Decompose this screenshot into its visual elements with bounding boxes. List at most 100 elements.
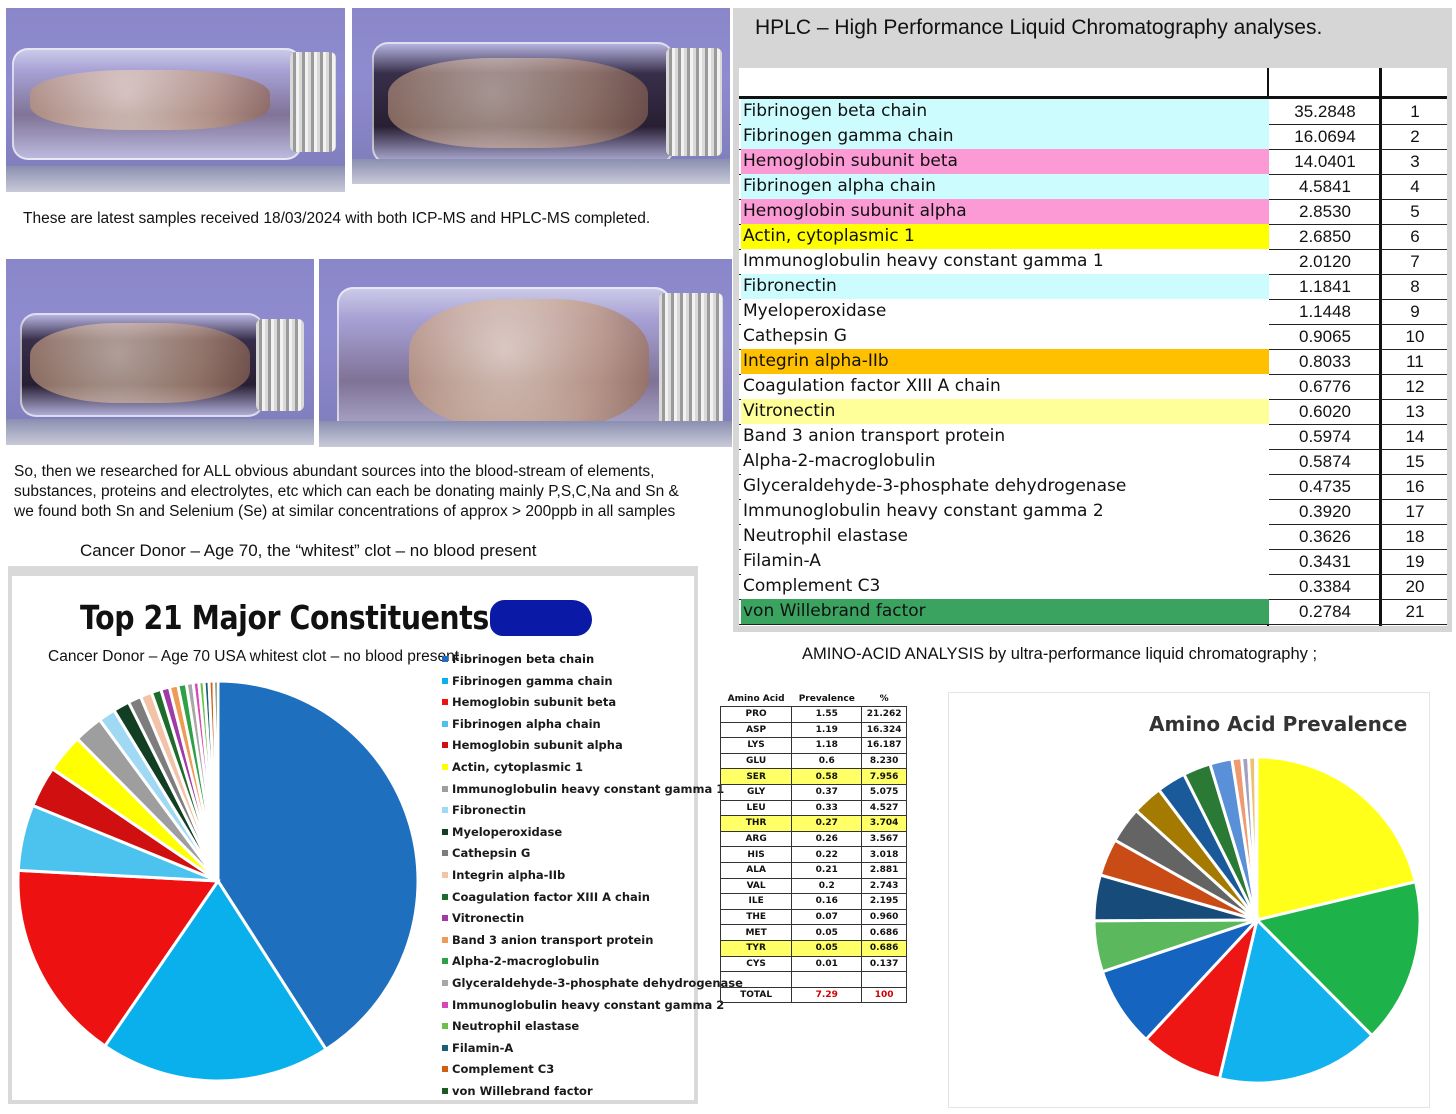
amino-acid-row: SER 0.58 7.956 bbox=[719, 768, 907, 785]
amino-acid-name: LYS bbox=[719, 737, 793, 754]
amino-acid-total-prevalence: 7.29 bbox=[791, 986, 863, 1004]
hplc-panel: HPLC – High Performance Liquid Chromatog… bbox=[733, 8, 1452, 632]
legend-item: Fibrinogen gamma chain bbox=[442, 674, 613, 692]
hplc-protein-name: Cathepsin G bbox=[741, 324, 1269, 349]
amino-acid-row: MET 0.05 0.686 bbox=[719, 924, 907, 941]
legend-label: Glyceraldehyde-3-phosphate dehydrogenase bbox=[452, 976, 743, 990]
hplc-protein-name: Immunoglobulin heavy constant gamma 2 bbox=[741, 499, 1269, 524]
amino-acid-name: ILE bbox=[719, 893, 793, 910]
legend-item: Band 3 anion transport protein bbox=[442, 933, 653, 951]
amino-acid-prevalence: 0.07 bbox=[791, 908, 863, 926]
constituents-chart-canvas: Top 21 Major Constituents Cancer Donor –… bbox=[12, 576, 743, 1100]
amino-acid-name: HIS bbox=[719, 846, 793, 863]
amino-acid-percent: 7.956 bbox=[861, 768, 907, 785]
amino-acid-percent: 0.137 bbox=[861, 955, 907, 973]
hplc-row: von Willebrand factor 0.2784 21 bbox=[739, 599, 1447, 625]
amino-acid-name: ASP bbox=[719, 721, 793, 739]
legend-swatch bbox=[442, 785, 448, 792]
legend-label: Fibrinogen beta chain bbox=[452, 652, 595, 666]
hplc-protein-name: Fibrinogen beta chain bbox=[741, 99, 1269, 124]
sample-photo-4 bbox=[319, 259, 732, 447]
hplc-row: Actin, cytoplasmic 1 2.6850 6 bbox=[739, 224, 1447, 250]
legend-swatch bbox=[442, 677, 448, 684]
legend-swatch bbox=[442, 936, 448, 943]
hplc-value: 14.0401 bbox=[1294, 152, 1356, 171]
amino-acid-prevalence: 0.27 bbox=[791, 815, 863, 832]
amino-acid-prevalence: 0.37 bbox=[791, 783, 863, 801]
hplc-rank: 11 bbox=[1406, 352, 1424, 371]
hplc-value: 16.0694 bbox=[1294, 127, 1356, 146]
constituents-pie bbox=[16, 679, 420, 1083]
hplc-row: Alpha-2-macroglobulin 0.5874 15 bbox=[739, 449, 1447, 475]
hplc-row: Vitronectin 0.6020 13 bbox=[739, 399, 1447, 425]
hplc-rank: 12 bbox=[1405, 377, 1425, 396]
amino-acid-name: THR bbox=[719, 815, 793, 832]
hplc-row: Hemoglobin subunit alpha 2.8530 5 bbox=[739, 199, 1447, 225]
hplc-protein-name: Fibrinogen alpha chain bbox=[741, 174, 1269, 199]
amino-acid-row: TYR 0.05 0.686 bbox=[719, 939, 907, 957]
amino-acid-row: PRO 1.55 21.262 bbox=[719, 706, 907, 723]
legend-swatch bbox=[442, 656, 448, 662]
cancer-donor-header: Cancer Donor – Age 70, the “whitest” clo… bbox=[80, 541, 537, 560]
hplc-value: 0.3920 bbox=[1299, 502, 1351, 521]
hplc-row: Fibrinogen alpha chain 4.5841 4 bbox=[739, 174, 1447, 200]
constituents-chart-panel: Top 21 Major Constituents Cancer Donor –… bbox=[8, 566, 743, 1104]
hplc-rank: 20 bbox=[1405, 577, 1425, 596]
amino-acid-blank-cell bbox=[861, 971, 907, 988]
hplc-row: Immunoglobulin heavy constant gamma 2 0.3… bbox=[739, 499, 1447, 525]
constituents-chart-subtitle: Cancer Donor – Age 70 USA whitest clot –… bbox=[48, 648, 459, 665]
legend-label: Hemoglobin subunit beta bbox=[452, 695, 617, 710]
hplc-protein-name: von Willebrand factor bbox=[741, 599, 1269, 624]
legend-label: Immunoglobulin heavy constant gamma 2 bbox=[452, 997, 725, 1012]
legend-item: Fibrinogen alpha chain bbox=[442, 717, 601, 735]
hplc-value: 0.3431 bbox=[1299, 552, 1351, 571]
hplc-value: 0.9065 bbox=[1299, 327, 1351, 346]
legend-label: Neutrophil elastase bbox=[452, 1019, 580, 1034]
legend-item: Integrin alpha-IIb bbox=[442, 868, 565, 886]
hplc-rank: 18 bbox=[1405, 527, 1425, 546]
hplc-value: 0.5974 bbox=[1299, 427, 1351, 446]
hplc-value: 2.6850 bbox=[1299, 227, 1351, 246]
legend-label: Complement C3 bbox=[452, 1062, 555, 1077]
hplc-rank: 3 bbox=[1410, 152, 1420, 171]
hplc-title: HPLC – High Performance Liquid Chromatog… bbox=[755, 16, 1323, 39]
hplc-value: 2.0120 bbox=[1299, 252, 1351, 271]
legend-swatch bbox=[442, 980, 448, 986]
legend-swatch bbox=[442, 1066, 448, 1073]
amino-acid-name: ALA bbox=[719, 861, 793, 879]
hplc-value: 0.6776 bbox=[1299, 377, 1351, 396]
hplc-rank: 2 bbox=[1410, 127, 1420, 146]
legend-item: Fibrinogen beta chain bbox=[442, 652, 594, 670]
hplc-rank: 1 bbox=[1410, 102, 1420, 121]
amino-acid-name: THE bbox=[719, 908, 793, 926]
hplc-row: Complement C3 0.3384 20 bbox=[739, 574, 1447, 600]
hplc-value: 0.3626 bbox=[1299, 527, 1351, 546]
amino-acid-percent: 2.743 bbox=[861, 877, 907, 895]
amino-acid-prevalence: 1.18 bbox=[791, 737, 863, 754]
amino-acid-row: ASP 1.19 16.324 bbox=[719, 721, 907, 739]
hplc-row: Fibronectin 1.1841 8 bbox=[739, 274, 1447, 300]
legend-item: Complement C3 bbox=[442, 1062, 554, 1080]
hplc-row: Hemoglobin subunit beta 14.0401 3 bbox=[739, 149, 1447, 175]
amino-acid-row: ILE 0.16 2.195 bbox=[719, 893, 907, 910]
amino-acid-percent: 5.075 bbox=[861, 783, 907, 801]
hplc-row: Coagulation factor XIII A chain 0.6776 12 bbox=[739, 374, 1447, 400]
amino-acid-name: GLY bbox=[719, 783, 793, 801]
hplc-rank: 5 bbox=[1410, 202, 1420, 221]
hplc-row: Fibrinogen beta chain 35.2848 1 bbox=[739, 99, 1447, 125]
amino-acid-total-row: TOTAL 7.29 100 bbox=[719, 986, 907, 1004]
samples-caption: These are latest samples received 18/03/… bbox=[23, 210, 651, 227]
hplc-value: 0.2784 bbox=[1299, 602, 1351, 621]
legend-label: Fibrinogen alpha chain bbox=[452, 716, 601, 731]
legend-swatch bbox=[442, 958, 448, 965]
hplc-protein-name: Immunoglobulin heavy constant gamma 1 bbox=[741, 249, 1269, 274]
hplc-value: 2.8530 bbox=[1299, 202, 1351, 221]
amino-acid-percent: 3.018 bbox=[861, 846, 907, 863]
legend-swatch bbox=[442, 850, 448, 857]
amino-acid-total-label: TOTAL bbox=[719, 986, 793, 1004]
legend-item: Coagulation factor XIII A chain bbox=[442, 890, 650, 908]
hplc-protein-name: Hemoglobin subunit beta bbox=[741, 149, 1269, 174]
hplc-row: Glyceraldehyde-3-phosphate dehydrogenase… bbox=[739, 474, 1447, 500]
amino-acid-prevalence: 1.55 bbox=[791, 706, 863, 723]
amino-acid-percent: 21.262 bbox=[861, 706, 907, 723]
